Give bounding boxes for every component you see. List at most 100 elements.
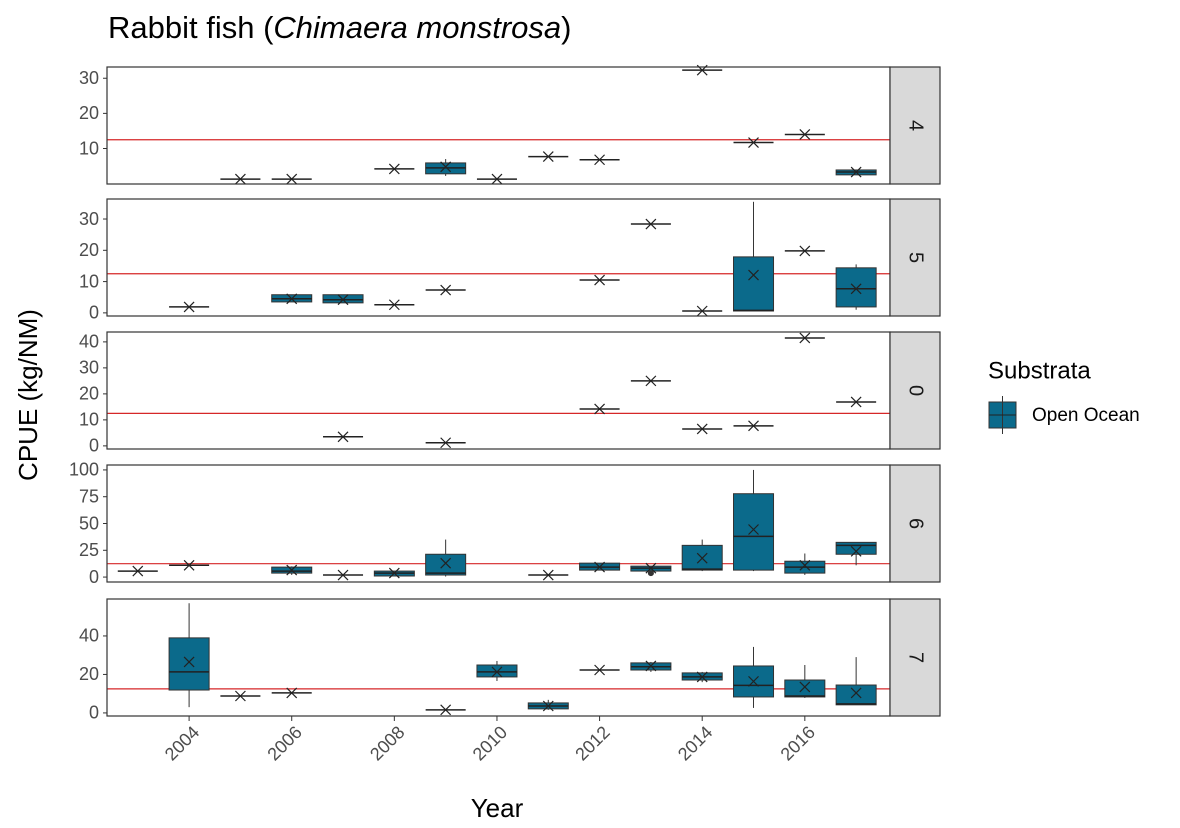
box-group bbox=[682, 305, 723, 317]
box-group bbox=[271, 173, 312, 185]
outlier bbox=[647, 570, 654, 577]
mean-marker bbox=[850, 396, 862, 408]
strip bbox=[889, 331, 941, 450]
mean-marker bbox=[286, 173, 298, 185]
box-group bbox=[373, 567, 415, 579]
panel-border bbox=[106, 331, 891, 450]
x-tick-label: 2016 bbox=[777, 722, 819, 764]
mean-marker bbox=[594, 403, 606, 415]
box-group bbox=[528, 569, 569, 581]
y-tick-label: 40 bbox=[79, 626, 99, 646]
mean-marker bbox=[440, 704, 452, 716]
box-group bbox=[425, 539, 467, 577]
strip-label: 4 bbox=[905, 120, 927, 131]
box-group bbox=[784, 665, 826, 698]
title-part: Rabbit fish ( bbox=[108, 10, 274, 45]
box bbox=[425, 553, 467, 576]
strip-label: 0 bbox=[905, 385, 927, 396]
box-group bbox=[579, 154, 620, 166]
mean-marker bbox=[850, 545, 862, 557]
box-group bbox=[169, 559, 210, 571]
box-group bbox=[630, 218, 671, 230]
box bbox=[322, 294, 364, 304]
mean-marker bbox=[594, 561, 606, 573]
y-tick-label: 10 bbox=[79, 410, 99, 430]
box-group bbox=[835, 166, 877, 178]
mean-marker bbox=[696, 671, 708, 683]
box-group bbox=[117, 565, 158, 577]
mean-marker bbox=[337, 431, 349, 443]
box bbox=[784, 679, 826, 698]
box-group bbox=[835, 657, 877, 706]
box-group bbox=[681, 539, 723, 572]
strip-label: 5 bbox=[905, 252, 927, 263]
box-group bbox=[374, 299, 415, 311]
mean-marker bbox=[799, 332, 811, 344]
mean-marker bbox=[748, 675, 759, 687]
title-part: ) bbox=[561, 10, 571, 45]
box-group bbox=[476, 660, 518, 681]
y-tick-label: 30 bbox=[79, 209, 99, 229]
mean-marker bbox=[594, 154, 606, 166]
y-tick-label: 0 bbox=[89, 567, 99, 587]
panel-border bbox=[106, 598, 891, 717]
box-group bbox=[630, 660, 672, 672]
mean-marker bbox=[286, 564, 298, 576]
box-group bbox=[682, 423, 723, 435]
mean-marker bbox=[850, 166, 862, 178]
mean-marker bbox=[132, 565, 144, 577]
box bbox=[476, 664, 518, 678]
box-group bbox=[323, 569, 364, 581]
title-species: Chimaera monstrosa bbox=[273, 10, 561, 45]
box bbox=[835, 684, 877, 706]
x-tick-label: 2012 bbox=[571, 722, 613, 764]
box bbox=[168, 637, 210, 691]
box-group bbox=[835, 264, 877, 310]
mean-marker bbox=[645, 660, 657, 672]
y-axis-label: CPUE (kg/NM) bbox=[13, 309, 43, 481]
box-group bbox=[425, 159, 467, 176]
box-group bbox=[733, 469, 775, 572]
mean-marker bbox=[748, 137, 759, 148]
box-group bbox=[169, 301, 210, 313]
strip bbox=[889, 198, 941, 317]
box-group bbox=[168, 603, 210, 708]
mean-marker bbox=[645, 562, 657, 574]
strip-label: 7 bbox=[905, 652, 927, 663]
y-tick-label: 0 bbox=[89, 303, 99, 323]
mean-marker bbox=[799, 129, 811, 140]
mean-marker bbox=[234, 173, 246, 185]
mean-marker bbox=[440, 557, 452, 569]
panel-border bbox=[106, 66, 891, 185]
mean-marker bbox=[440, 284, 452, 296]
strip-label: 6 bbox=[905, 518, 927, 529]
mean-marker bbox=[234, 690, 246, 702]
box-group bbox=[630, 375, 671, 387]
x-tick-label: 2004 bbox=[161, 722, 203, 764]
box-group bbox=[733, 137, 774, 148]
box-group bbox=[733, 646, 775, 708]
y-tick-label: 20 bbox=[79, 103, 99, 123]
mean-marker bbox=[594, 274, 606, 286]
y-tick-label: 0 bbox=[89, 703, 99, 723]
mean-marker bbox=[491, 173, 503, 185]
mean-marker bbox=[799, 559, 811, 571]
mean-marker bbox=[440, 437, 452, 449]
box-group bbox=[784, 129, 825, 140]
mean-marker bbox=[183, 559, 195, 571]
mean-marker bbox=[748, 420, 759, 432]
mean-marker bbox=[748, 269, 759, 281]
y-tick-label: 30 bbox=[79, 358, 99, 378]
box-group bbox=[784, 332, 825, 344]
mean-marker bbox=[542, 700, 554, 712]
box-group bbox=[271, 687, 312, 699]
y-tick-label: 40 bbox=[79, 332, 99, 352]
mean-marker bbox=[850, 687, 862, 699]
y-tick-label: 20 bbox=[79, 384, 99, 404]
y-tick-label: 25 bbox=[79, 540, 99, 560]
mean-marker bbox=[645, 218, 657, 230]
mean-marker bbox=[696, 552, 708, 564]
legend-label: Open Ocean bbox=[1032, 405, 1140, 426]
y-tick-label: 10 bbox=[79, 138, 99, 158]
mean-marker bbox=[799, 245, 811, 257]
